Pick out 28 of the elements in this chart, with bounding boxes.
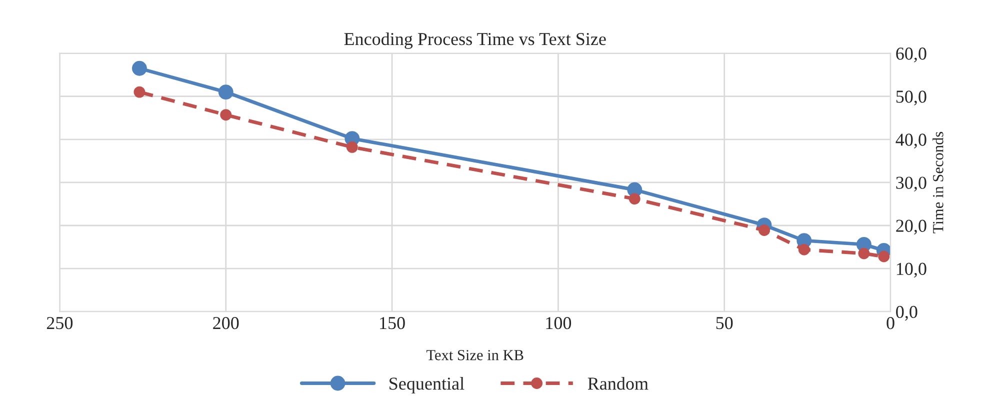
x-tick-label: 0 xyxy=(886,316,894,330)
y-tick-label: 10,0 xyxy=(896,262,926,278)
x-tick-label: 250 xyxy=(46,316,73,330)
x-tick-label: 50 xyxy=(716,316,733,330)
x-tick-label: 100 xyxy=(546,316,572,330)
y-tick-label: 60,0 xyxy=(896,48,926,62)
point xyxy=(134,86,146,98)
point xyxy=(858,248,870,260)
x-tick-label: 150 xyxy=(380,316,405,330)
y-tick-label: 30,0 xyxy=(896,176,926,192)
y-tick-label: 0,0 xyxy=(896,306,918,321)
point xyxy=(628,193,640,205)
point xyxy=(346,141,358,153)
point xyxy=(218,84,234,100)
point xyxy=(798,244,810,256)
x-tick-label: 200 xyxy=(213,316,239,330)
y-tick-label: 20,0 xyxy=(896,220,926,235)
point xyxy=(758,224,770,236)
legend-label: Random xyxy=(588,377,648,390)
y-tick-label: 50,0 xyxy=(896,90,926,106)
y-axis-title: Time in Seconds xyxy=(932,132,944,234)
point xyxy=(878,250,890,262)
x-axis-title: Text Size in KB xyxy=(426,350,524,360)
point xyxy=(220,109,232,121)
y-tick-label: 40,0 xyxy=(896,134,926,148)
legend-label: Sequential xyxy=(390,377,464,394)
point xyxy=(132,60,147,76)
chart-title: Encoding Process Time vs Text Size xyxy=(344,32,606,49)
